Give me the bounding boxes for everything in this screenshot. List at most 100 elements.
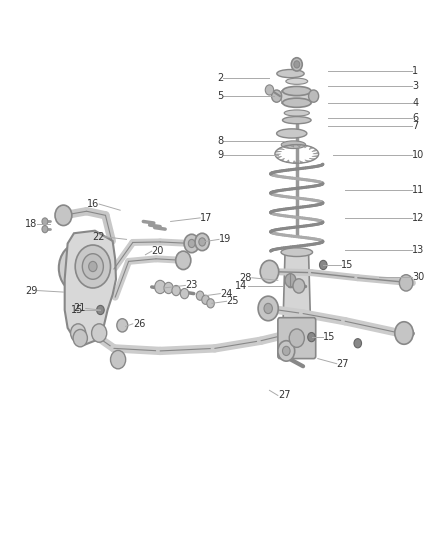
Text: 29: 29 xyxy=(25,286,37,296)
Polygon shape xyxy=(304,145,308,148)
Ellipse shape xyxy=(281,248,313,256)
Polygon shape xyxy=(293,160,297,163)
FancyBboxPatch shape xyxy=(278,318,316,359)
Polygon shape xyxy=(275,154,281,156)
Circle shape xyxy=(207,298,214,308)
Text: 14: 14 xyxy=(235,281,247,291)
Text: 5: 5 xyxy=(217,91,223,101)
Circle shape xyxy=(308,90,319,102)
Ellipse shape xyxy=(283,86,311,95)
Circle shape xyxy=(75,245,110,288)
Circle shape xyxy=(195,233,209,251)
Circle shape xyxy=(82,254,103,279)
Text: 8: 8 xyxy=(217,136,223,146)
Polygon shape xyxy=(312,156,318,157)
Polygon shape xyxy=(309,147,314,150)
Circle shape xyxy=(172,286,180,296)
Polygon shape xyxy=(305,160,311,162)
Polygon shape xyxy=(283,146,289,148)
Polygon shape xyxy=(309,158,316,160)
Polygon shape xyxy=(312,149,318,151)
Polygon shape xyxy=(290,145,294,147)
Circle shape xyxy=(110,350,126,369)
Text: 22: 22 xyxy=(92,232,105,242)
Circle shape xyxy=(265,85,274,95)
Text: 15: 15 xyxy=(341,260,353,270)
Circle shape xyxy=(176,251,191,270)
Circle shape xyxy=(258,296,278,321)
Text: 9: 9 xyxy=(217,150,223,160)
Circle shape xyxy=(283,346,290,356)
Circle shape xyxy=(73,260,85,276)
Ellipse shape xyxy=(286,78,308,84)
Circle shape xyxy=(71,324,86,342)
Circle shape xyxy=(285,273,296,287)
Circle shape xyxy=(73,329,88,347)
Ellipse shape xyxy=(283,98,311,107)
Ellipse shape xyxy=(283,117,311,124)
Circle shape xyxy=(399,274,413,291)
Circle shape xyxy=(278,341,295,361)
Circle shape xyxy=(294,61,300,68)
Circle shape xyxy=(155,280,166,294)
Text: 15: 15 xyxy=(323,332,336,342)
Text: 17: 17 xyxy=(200,213,212,223)
Text: 27: 27 xyxy=(337,359,349,369)
Text: 20: 20 xyxy=(152,246,164,256)
Circle shape xyxy=(293,279,305,293)
Ellipse shape xyxy=(277,69,304,78)
Circle shape xyxy=(92,324,107,342)
Circle shape xyxy=(97,305,104,314)
Polygon shape xyxy=(276,156,282,159)
Circle shape xyxy=(319,260,327,270)
Text: 10: 10 xyxy=(413,150,425,160)
Circle shape xyxy=(291,58,302,71)
Polygon shape xyxy=(300,160,304,163)
Ellipse shape xyxy=(281,141,306,149)
Text: 16: 16 xyxy=(87,199,99,209)
Circle shape xyxy=(199,238,205,246)
Circle shape xyxy=(188,239,195,247)
Polygon shape xyxy=(286,160,290,163)
Text: 15: 15 xyxy=(71,305,84,315)
Circle shape xyxy=(264,303,272,313)
Circle shape xyxy=(308,333,315,342)
Text: 4: 4 xyxy=(413,98,419,108)
Circle shape xyxy=(164,282,173,294)
Polygon shape xyxy=(275,151,282,152)
Circle shape xyxy=(59,244,99,293)
Circle shape xyxy=(55,205,72,225)
Polygon shape xyxy=(283,253,311,353)
Text: 23: 23 xyxy=(185,280,198,290)
Circle shape xyxy=(67,253,92,284)
Text: 19: 19 xyxy=(219,235,231,245)
Text: 28: 28 xyxy=(240,273,252,283)
Ellipse shape xyxy=(277,129,307,138)
Ellipse shape xyxy=(284,110,309,116)
Circle shape xyxy=(180,288,189,298)
Polygon shape xyxy=(280,158,285,161)
Text: 27: 27 xyxy=(278,391,290,400)
Circle shape xyxy=(42,218,48,225)
Polygon shape xyxy=(297,144,300,147)
Circle shape xyxy=(395,322,413,344)
Circle shape xyxy=(272,90,282,102)
Text: 2: 2 xyxy=(217,73,223,83)
Polygon shape xyxy=(278,148,285,150)
Text: 7: 7 xyxy=(413,121,419,131)
Circle shape xyxy=(289,329,304,348)
Circle shape xyxy=(184,235,199,253)
Text: 11: 11 xyxy=(413,185,425,195)
Circle shape xyxy=(117,319,128,332)
Text: 30: 30 xyxy=(413,272,425,282)
Text: 21: 21 xyxy=(73,303,86,313)
Circle shape xyxy=(42,225,48,233)
Text: 24: 24 xyxy=(220,288,233,298)
Text: 3: 3 xyxy=(413,81,419,91)
Circle shape xyxy=(196,291,204,300)
Circle shape xyxy=(202,295,209,304)
Text: 18: 18 xyxy=(25,219,37,229)
Circle shape xyxy=(354,338,361,348)
Text: 1: 1 xyxy=(413,66,419,76)
Text: 6: 6 xyxy=(413,113,419,123)
